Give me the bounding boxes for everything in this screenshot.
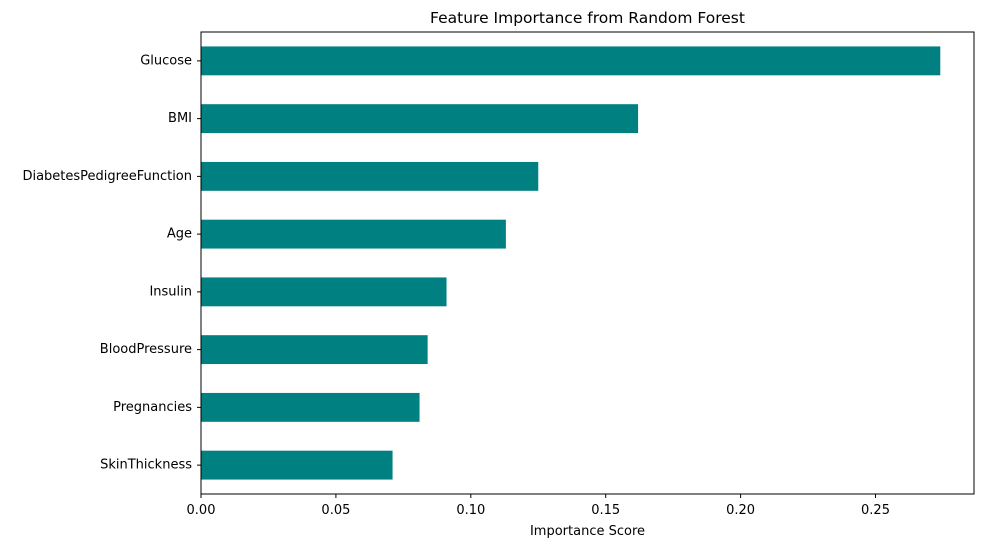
bar-diabetespedigreefunction: [201, 161, 539, 191]
y-tick-label: Glucose: [140, 53, 192, 68]
x-tick-label: 0.25: [861, 503, 890, 518]
x-tick-label: 0.00: [187, 503, 216, 518]
bar-bmi: [201, 104, 639, 134]
bar-insulin: [201, 277, 447, 307]
x-tick-label: 0.10: [456, 503, 485, 518]
plot-frame: [200, 31, 975, 495]
x-axis: 0.00 0.05 0.10 0.15 0.20 0.25: [187, 494, 890, 518]
bar-bloodpressure: [201, 335, 428, 365]
bars-layer: [201, 46, 941, 480]
y-tick-label: Insulin: [149, 284, 192, 299]
y-axis: Glucose BMI DiabetesPedigreeFunction Age Ins…: [22, 53, 201, 473]
x-tick-label: 0.15: [591, 503, 620, 518]
y-tick-label: BloodPressure: [100, 342, 192, 357]
x-axis-title: Importance Score: [530, 524, 645, 539]
x-tick-label: 0.20: [726, 503, 755, 518]
y-tick-label: BMI: [168, 111, 192, 126]
bar-skinthickness: [201, 450, 393, 480]
x-tick-label: 0.05: [321, 503, 350, 518]
bar-age: [201, 219, 506, 249]
y-tick-label: Pregnancies: [113, 400, 192, 415]
y-tick-label: SkinThickness: [100, 458, 192, 473]
y-tick-label: Age: [167, 227, 192, 242]
bar-glucose: [201, 46, 941, 76]
chart-title: Feature Importance from Random Forest: [430, 9, 745, 27]
bar-pregnancies: [201, 392, 420, 422]
y-tick-label: DiabetesPedigreeFunction: [22, 169, 192, 184]
